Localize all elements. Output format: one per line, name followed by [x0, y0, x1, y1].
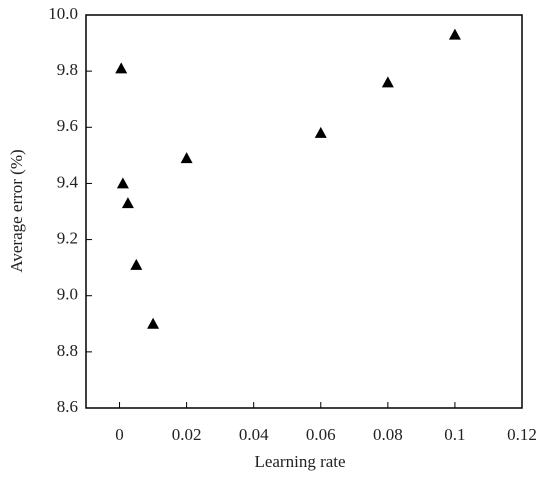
x-tick-label: 0.06: [306, 425, 336, 444]
y-tick-label: 10.0: [48, 4, 78, 23]
data-point: [381, 76, 394, 88]
data-point: [130, 258, 143, 270]
y-tick-label: 9.8: [57, 60, 78, 79]
y-tick-label: 8.8: [57, 341, 78, 360]
plot-frame: [85, 14, 523, 409]
x-axis-label: Learning rate: [254, 452, 345, 471]
data-point: [115, 62, 128, 74]
x-tick-label: 0.12: [507, 425, 537, 444]
data-point: [116, 177, 129, 189]
x-tick-label: 0.08: [373, 425, 403, 444]
y-tick-label: 9.4: [57, 172, 79, 191]
data-point: [121, 197, 134, 209]
data-point: [147, 317, 160, 329]
data-point: [448, 28, 461, 40]
y-axis-label: Average error (%): [7, 149, 26, 272]
data-point: [180, 152, 193, 164]
y-tick-label: 9.0: [57, 285, 78, 304]
x-tick-label: 0.02: [172, 425, 202, 444]
y-tick-label: 9.6: [57, 116, 78, 135]
x-tick-label: 0: [115, 425, 124, 444]
data-point: [314, 126, 327, 138]
x-tick-label: 0.04: [239, 425, 269, 444]
x-tick-label: 0.1: [444, 425, 465, 444]
y-tick-label: 8.6: [57, 397, 78, 416]
y-tick-label: 9.2: [57, 228, 78, 247]
